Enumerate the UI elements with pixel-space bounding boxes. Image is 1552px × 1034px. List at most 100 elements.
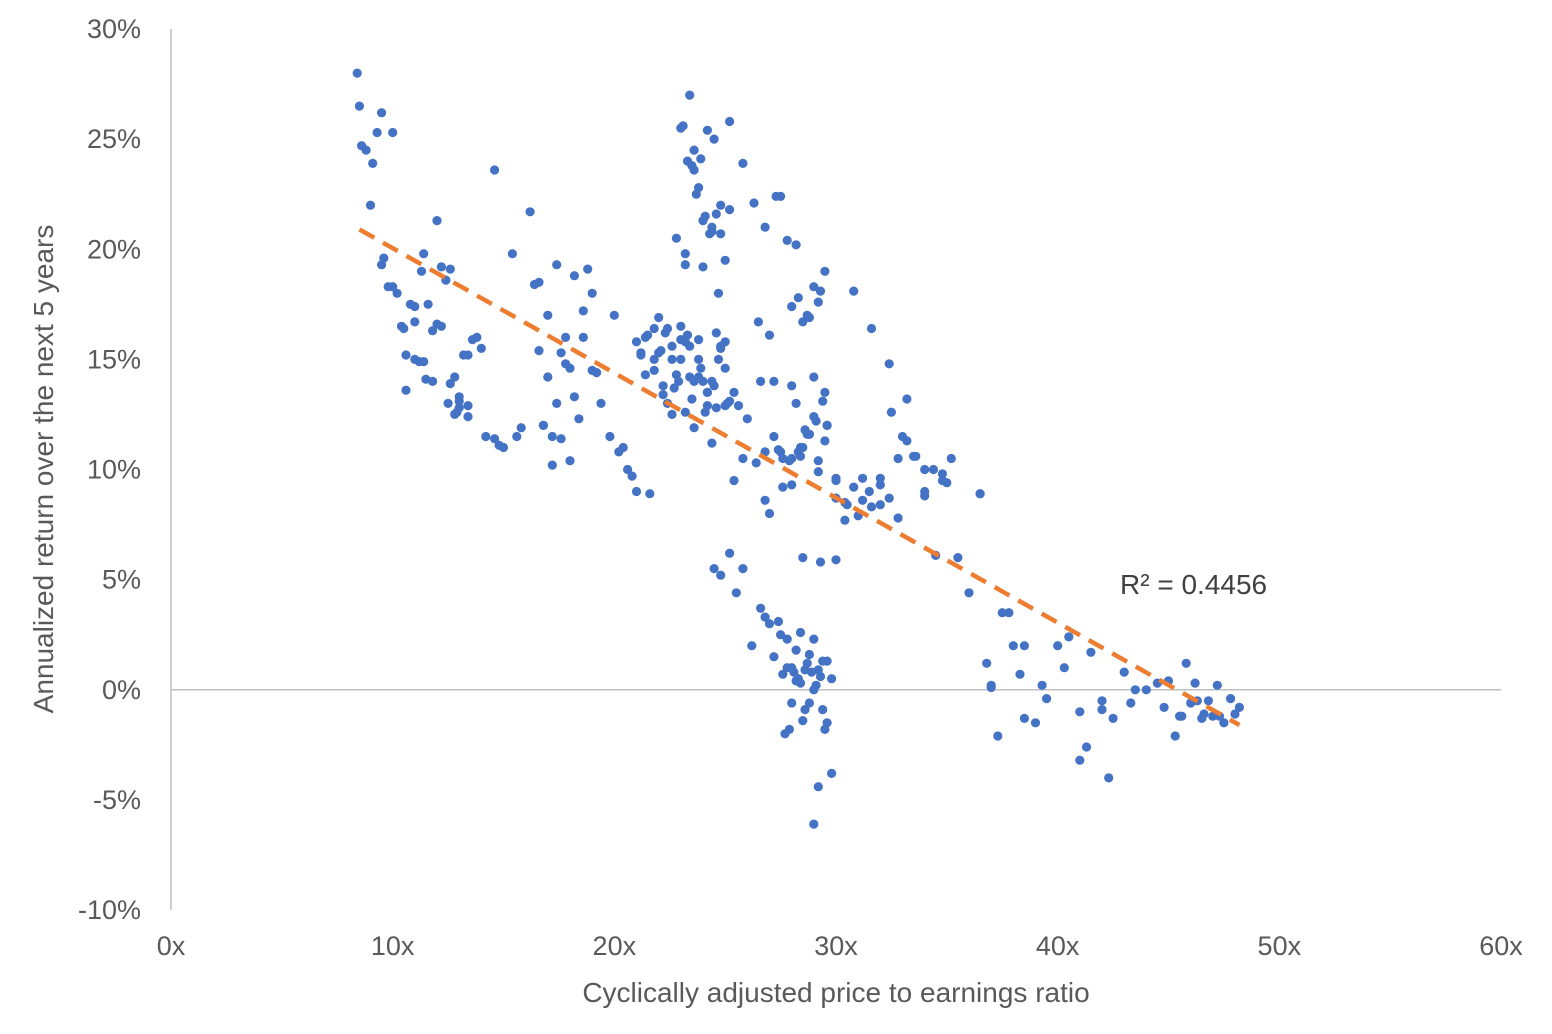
data-point: [623, 464, 633, 475]
data-point: [831, 555, 841, 565]
data-point: [700, 211, 710, 221]
data-point: [897, 431, 908, 442]
data-point: [791, 240, 801, 250]
r-squared-annotation: R² = 0.4456: [1120, 569, 1267, 600]
data-point: [368, 158, 378, 168]
data-point: [986, 682, 996, 693]
data-point: [569, 392, 580, 402]
data-point: [423, 299, 433, 309]
data-point: [773, 616, 784, 627]
data-point: [807, 667, 817, 677]
data-point: [1059, 663, 1069, 673]
data-point: [1064, 632, 1074, 642]
data-point: [738, 158, 748, 168]
data-point: [388, 127, 398, 138]
data-point: [428, 326, 438, 336]
data-point: [1170, 731, 1180, 741]
data-point: [649, 365, 659, 375]
data-point: [552, 398, 562, 408]
data-point: [711, 209, 721, 219]
data-point: [815, 557, 826, 567]
data-point: [543, 372, 553, 382]
data-point: [975, 489, 985, 499]
data-point: [463, 412, 473, 422]
data-point: [450, 409, 460, 419]
data-point: [490, 434, 500, 444]
data-point: [538, 420, 549, 430]
data-point: [780, 729, 790, 739]
data-point: [707, 376, 717, 386]
data-point: [649, 323, 659, 334]
data-point: [764, 508, 775, 519]
data-point: [809, 634, 819, 644]
data-point: [1053, 641, 1063, 651]
data-point: [831, 473, 841, 483]
data-point: [813, 782, 823, 792]
data-point: [689, 145, 699, 155]
data-point: [399, 323, 409, 334]
data-point: [377, 108, 387, 118]
data-point: [778, 482, 788, 492]
data-point: [529, 279, 540, 290]
data-point: [445, 379, 455, 389]
data-point: [776, 630, 786, 640]
data-point: [866, 502, 877, 512]
data-point: [631, 486, 642, 497]
data-point: [760, 495, 770, 505]
data-point: [760, 612, 770, 622]
data-point: [680, 260, 690, 270]
data-point: [1230, 709, 1240, 719]
data-point: [709, 564, 719, 574]
data-point: [1019, 641, 1029, 651]
axes: -10% -5% 0% 5% 10% 15% 20% 25% 30% 0x 10x 20x 30x 40x…: [78, 14, 1523, 961]
data-point: [920, 491, 930, 501]
y-tick-label: -5%: [93, 785, 141, 815]
data-point: [419, 357, 429, 367]
data-point: [782, 235, 792, 245]
data-point: [753, 317, 764, 327]
data-point: [419, 249, 429, 259]
data-point: [716, 341, 726, 351]
data-point: [410, 301, 420, 312]
data-point: [609, 310, 619, 320]
data-point: [742, 414, 752, 424]
data-point: [964, 588, 974, 598]
data-point: [674, 376, 684, 386]
data-point: [401, 350, 411, 360]
data-point: [1104, 773, 1114, 783]
data-point: [866, 323, 877, 334]
data-point: [787, 301, 797, 312]
data-point: [733, 401, 744, 411]
data-point: [902, 394, 912, 404]
data-point: [884, 359, 894, 369]
data-point: [804, 698, 815, 708]
data-point: [751, 458, 761, 468]
data-point: [840, 515, 850, 525]
data-point: [1212, 680, 1222, 690]
data-point: [764, 330, 775, 340]
data-point: [1042, 694, 1052, 704]
data-point: [773, 445, 784, 455]
data-point: [1004, 608, 1014, 618]
trendline-layer: [358, 227, 1241, 727]
data-point: [787, 698, 797, 708]
data-point: [800, 705, 810, 715]
data-points: [352, 68, 1244, 829]
data-point: [1008, 641, 1018, 651]
data-point: [937, 469, 948, 479]
data-point: [802, 658, 812, 668]
data-point: [720, 363, 730, 373]
data-point: [809, 282, 819, 292]
data-point: [813, 467, 823, 477]
data-point: [1015, 669, 1025, 679]
data-point: [784, 456, 795, 466]
data-point: [725, 116, 735, 127]
data-point: [893, 453, 903, 464]
y-tick-label: 0%: [102, 675, 141, 705]
data-point: [720, 401, 730, 411]
data-point: [822, 656, 832, 666]
data-point: [658, 381, 668, 391]
data-point: [818, 705, 828, 715]
data-point: [605, 431, 615, 442]
data-point: [798, 317, 808, 327]
